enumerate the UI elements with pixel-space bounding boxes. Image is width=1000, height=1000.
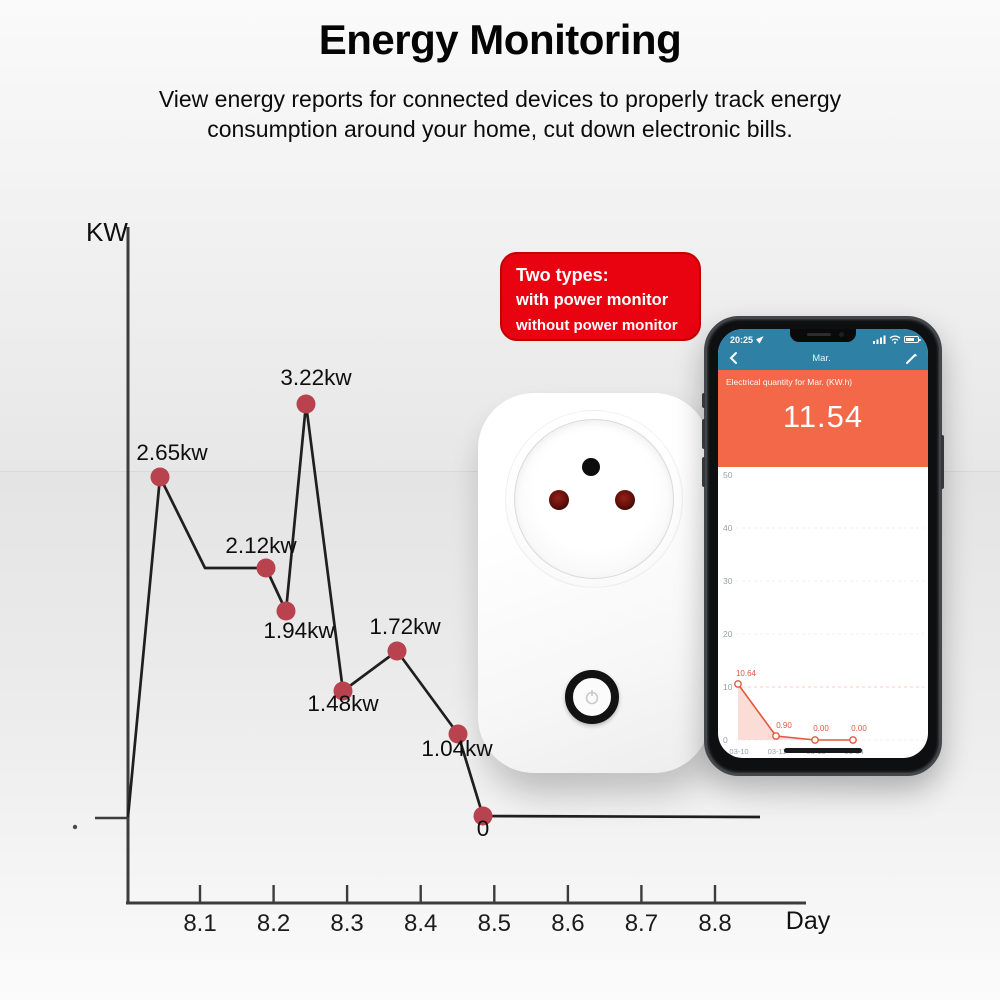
mini-ytick-10: 10 [723,682,733,692]
battery-icon [904,336,921,343]
summary-value: 11.54 [782,399,864,434]
badge-line-2: with power monitor [516,291,669,309]
status-time: 20:25 [730,334,754,345]
mini-xtick-03-10: 03-10 [729,747,748,756]
mini-value-0-00-a: 0.00 [813,724,829,733]
phone-camera [839,332,844,337]
status-bar: 20:25 [718,329,928,346]
phone-screen: 20:25 [718,329,928,758]
wifi-icon [889,335,901,344]
subtitle-line-1: View energy reports for connected device… [158,86,842,112]
mini-ytick-0: 0 [723,735,728,745]
mini-value-10-64: 10.64 [736,669,757,678]
mini-ytick-50: 50 [723,470,733,480]
signal-icon [873,335,886,344]
mini-value-0-90: 0.90 [776,721,792,730]
app-nav-title: Mar. [812,352,831,364]
badge-line-3: without power monitor [516,317,678,334]
mini-ytick-30: 30 [723,576,733,586]
phone-volume-down-button [702,457,705,487]
phone-volume-up-button [702,419,705,449]
location-arrow-icon [756,335,764,344]
app-mini-chart: 50 40 30 20 10 0 10.64 0.90 [723,470,924,756]
subtitle-line-2: consumption around your home, cut down e… [207,116,793,143]
socket-hole-ground [582,458,600,476]
page-subtitle: View energy reports for connected device… [80,84,920,145]
power-icon [585,690,599,705]
phone-speaker [807,333,831,336]
phone-mute-switch [702,393,705,408]
mini-gridlines [736,527,924,741]
home-indicator[interactable] [784,748,862,753]
socket-face [514,419,674,579]
socket-hole-left [549,490,569,510]
phone-notch [790,329,856,342]
back-chevron-icon[interactable] [728,351,738,365]
mini-value-0-00-b: 0.00 [851,724,867,733]
socket-hole-right [615,490,635,510]
status-icons [873,335,921,344]
app-nav-bar: Mar. [718,346,928,370]
mini-area-fill [738,684,815,740]
mini-ytick-20: 20 [723,629,733,639]
two-types-badge: Two types: with power monitor without po… [500,252,701,341]
plug-power-button[interactable] [565,670,619,724]
badge-line-1: Two types: [516,265,609,285]
mini-ytick-40: 40 [723,523,733,533]
mini-xtick-03-11: 03-11 [768,747,787,756]
summary-caption: Electrical quantity for Mar. (KW.h) [726,377,853,387]
energy-summary-panel: Electrical quantity for Mar. (KW.h) 11.5… [718,370,928,467]
smart-plug [478,393,710,773]
page-title: Energy Monitoring [318,16,682,63]
phone-mockup: 20:25 [702,316,944,776]
phone-power-button [941,435,944,489]
mini-y-labels: 50 40 30 20 10 0 [723,470,733,745]
edit-pencil-icon[interactable] [905,352,918,365]
